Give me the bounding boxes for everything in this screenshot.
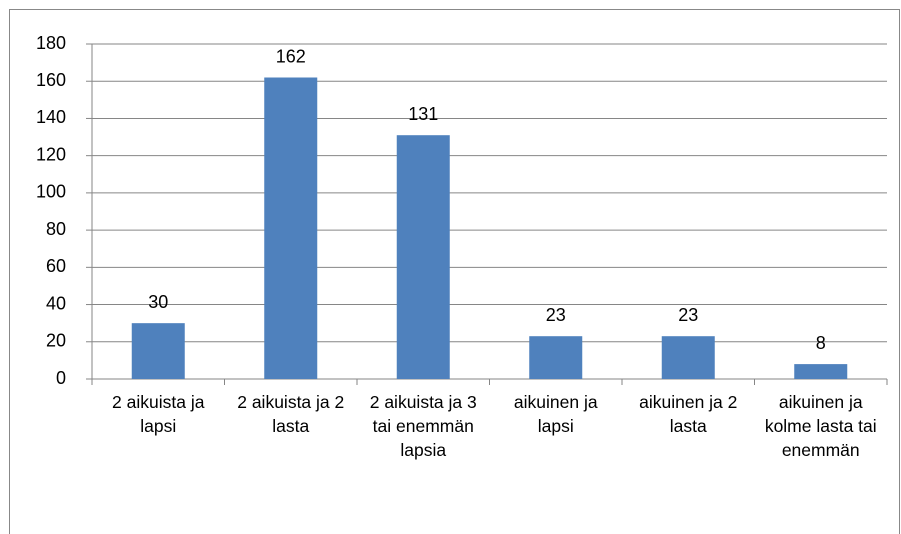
data-label: 131 (408, 104, 438, 124)
y-tick-label: 20 (46, 331, 66, 351)
bar (264, 77, 318, 379)
x-tick-label: 2 aikuista ja 2 lasta (237, 392, 345, 436)
x-tick-label: aikuinen ja kolme lasta tai enemmän (764, 392, 877, 460)
data-label: 23 (678, 305, 698, 325)
bar (661, 336, 715, 379)
y-tick-label: 120 (36, 144, 66, 164)
y-tick-label: 0 (56, 368, 66, 388)
bar (529, 336, 583, 379)
chart-border (9, 9, 900, 534)
x-tick-label: aikuinen ja 2 lasta (639, 392, 738, 436)
data-label: 30 (148, 292, 168, 312)
data-label: 23 (546, 305, 566, 325)
y-tick-label: 100 (36, 182, 66, 202)
x-tick-label: 2 aikuista ja lapsi (112, 392, 205, 436)
y-tick-label: 140 (36, 107, 66, 127)
y-tick-label: 60 (46, 256, 66, 276)
x-tick-label: 2 aikuista ja 3 tai enemmän lapsia (369, 392, 477, 460)
bar (396, 135, 450, 379)
y-tick-label: 160 (36, 70, 66, 90)
x-tick-label: aikuinen ja lapsi (513, 392, 598, 436)
y-tick-label: 180 (36, 33, 66, 53)
bar (794, 364, 848, 379)
bar (131, 323, 185, 379)
data-label: 8 (816, 333, 826, 353)
y-tick-label: 80 (46, 219, 66, 239)
data-label: 162 (276, 46, 306, 66)
y-tick-label: 40 (46, 293, 66, 313)
